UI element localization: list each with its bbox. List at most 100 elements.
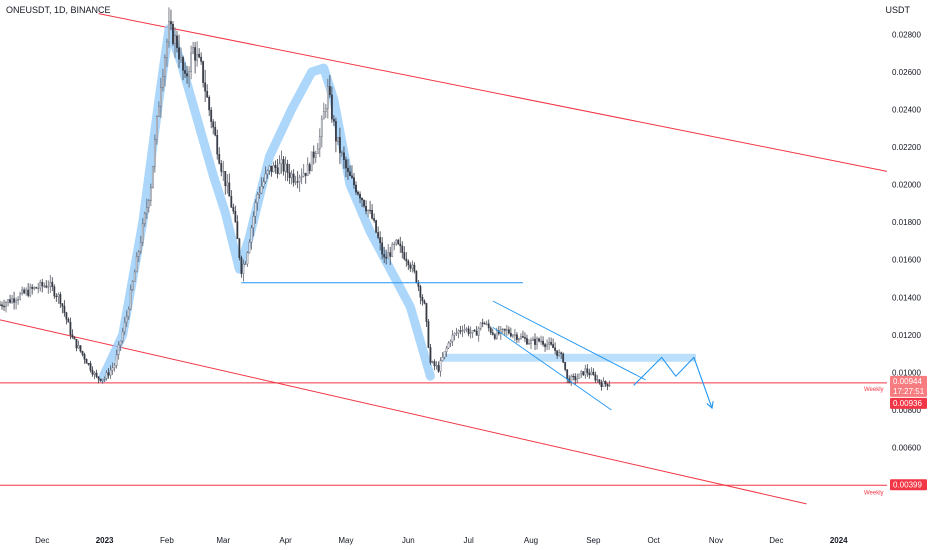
candle-body [473, 329, 476, 332]
candle [222, 160, 225, 181]
candle [290, 170, 293, 185]
candle-body [222, 171, 225, 173]
candle-body [558, 352, 561, 356]
candle [409, 262, 412, 272]
candle [493, 333, 496, 341]
candle [407, 259, 410, 271]
candle [457, 329, 460, 339]
candle-body [304, 172, 307, 176]
candle [272, 161, 275, 173]
candle-body [5, 302, 7, 307]
candle-body [538, 338, 540, 342]
candle-body [280, 159, 283, 164]
candle [574, 373, 577, 386]
candle [81, 350, 84, 357]
candle [300, 168, 303, 185]
candle-body [457, 330, 460, 334]
candle [87, 362, 90, 366]
candle-body [85, 359, 88, 364]
candle-body [302, 172, 305, 177]
candle [453, 332, 456, 341]
candle-body [176, 35, 178, 48]
candle [260, 177, 263, 195]
candle-body [204, 82, 207, 92]
candle [93, 371, 96, 380]
candle-body [250, 227, 253, 243]
candle-body [509, 333, 512, 337]
candle [33, 286, 36, 291]
candle-body [318, 136, 321, 150]
candle-body [332, 118, 335, 122]
candle [15, 297, 17, 310]
candle-body [79, 345, 82, 352]
candle [522, 330, 524, 339]
candle [208, 95, 211, 117]
candle [51, 277, 54, 291]
candle-body [107, 372, 110, 376]
candle [397, 238, 400, 245]
candle [328, 74, 331, 98]
candle-body [320, 118, 323, 137]
candle [145, 198, 148, 220]
candle-body [308, 164, 311, 172]
candle [262, 177, 265, 189]
candle [501, 328, 504, 334]
candle-body [31, 286, 34, 289]
candlestick-series[interactable] [0, 7, 611, 391]
candle-body [407, 260, 410, 266]
candle [73, 336, 76, 340]
pattern-highlight-path [98, 24, 435, 383]
candle-body [582, 371, 585, 376]
candle-body [580, 371, 583, 375]
candle-body [562, 353, 565, 363]
candle-body [166, 41, 168, 58]
candle-body [518, 338, 520, 340]
candle [121, 327, 124, 344]
candle [172, 21, 174, 46]
candle-body [29, 286, 32, 296]
candle-body [554, 347, 557, 351]
candle [415, 270, 418, 284]
candle [405, 252, 408, 267]
x-tick-label: Feb [160, 536, 174, 545]
candle-body [576, 378, 579, 381]
candle-body [429, 347, 432, 363]
candle [449, 339, 452, 348]
candle-body [214, 126, 217, 136]
y-tick-label: 0.01400 [892, 293, 921, 302]
candle [411, 260, 414, 273]
candle-body [260, 186, 263, 194]
candle-body [564, 362, 567, 370]
candle-body [369, 209, 371, 212]
candle [475, 326, 478, 336]
candle-body [137, 251, 140, 257]
candle [530, 337, 532, 350]
x-tick-label: Jun [402, 536, 415, 545]
candle-body [437, 365, 440, 372]
weekly-tag-2: Weekly [864, 490, 884, 496]
candle-body [83, 354, 86, 360]
candle-body [330, 94, 333, 120]
candle [369, 200, 371, 215]
x-tick-label: Mar [216, 536, 230, 545]
candle [339, 127, 341, 165]
candle [399, 236, 402, 253]
price-axis[interactable]: 0.02800 0.02600 0.02400 0.02200 0.02000 0.018… [892, 30, 921, 452]
candle [332, 115, 335, 127]
candle [178, 34, 180, 68]
time-axis[interactable]: Dec 2023 Feb Mar Apr May Jun Jul Aug Sep Oct Nov Dec… [35, 536, 848, 545]
candle [5, 300, 7, 313]
candle-body [67, 318, 70, 323]
candle [324, 104, 327, 119]
candle [560, 351, 563, 359]
candle-body [49, 281, 52, 287]
candle [83, 352, 86, 364]
candle [306, 157, 309, 176]
candle-body [451, 334, 454, 342]
candle-body [584, 368, 587, 376]
candle-body [383, 254, 386, 258]
candle [294, 175, 297, 186]
candle-body [528, 343, 530, 345]
x-tick-label: Sep [586, 536, 601, 545]
